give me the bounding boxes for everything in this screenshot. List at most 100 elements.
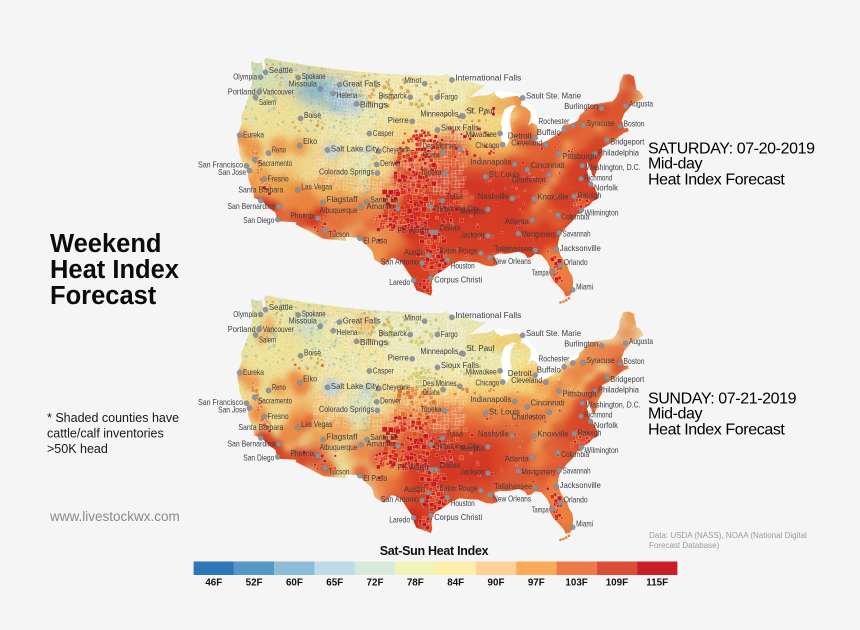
svg-text:Salem: Salem bbox=[259, 97, 276, 107]
svg-text:Charleston: Charleston bbox=[512, 412, 546, 422]
svg-text:Cincinnati: Cincinnati bbox=[531, 160, 565, 170]
svg-text:Oklahoma City: Oklahoma City bbox=[434, 441, 480, 451]
svg-text:cattle/calf inventories: cattle/calf inventories bbox=[47, 427, 164, 441]
svg-text:Forecast: Forecast bbox=[50, 282, 157, 310]
svg-text:Great Falls: Great Falls bbox=[343, 78, 381, 88]
svg-text:San Bernardino: San Bernardino bbox=[227, 201, 275, 211]
svg-text:St. Louis: St. Louis bbox=[489, 407, 520, 417]
svg-text:Nashville: Nashville bbox=[478, 428, 509, 438]
svg-text:Billings: Billings bbox=[360, 337, 388, 347]
svg-text:Richmond: Richmond bbox=[584, 172, 612, 182]
svg-text:Salem: Salem bbox=[259, 334, 276, 344]
svg-text:SATURDAY: 07-20-2019: SATURDAY: 07-20-2019 bbox=[648, 141, 815, 158]
svg-text:Cleveland: Cleveland bbox=[511, 375, 542, 385]
svg-text:Jackson: Jackson bbox=[461, 229, 485, 239]
svg-text:Reno: Reno bbox=[272, 382, 286, 392]
svg-text:Minot: Minot bbox=[404, 313, 422, 323]
svg-text:Indianapolis: Indianapolis bbox=[470, 157, 511, 167]
svg-text:Montgomery: Montgomery bbox=[522, 229, 557, 239]
svg-text:115F: 115F bbox=[646, 578, 668, 589]
svg-text:Jacksonville: Jacksonville bbox=[560, 480, 601, 490]
svg-text:97F: 97F bbox=[528, 578, 545, 589]
svg-text:International Falls: International Falls bbox=[455, 72, 521, 82]
svg-text:Topeka: Topeka bbox=[421, 404, 442, 414]
svg-text:Seattle: Seattle bbox=[269, 65, 293, 75]
svg-text:Atlanta: Atlanta bbox=[505, 216, 529, 226]
svg-text:Las Vegas: Las Vegas bbox=[301, 182, 332, 192]
svg-text:Norfolk: Norfolk bbox=[594, 183, 619, 193]
svg-text:Milwaukee: Milwaukee bbox=[466, 366, 497, 376]
svg-text:78F: 78F bbox=[407, 578, 424, 589]
svg-text:Phoenix: Phoenix bbox=[291, 448, 316, 458]
svg-text:Mid-day: Mid-day bbox=[648, 156, 703, 173]
svg-text:103F: 103F bbox=[565, 578, 587, 589]
svg-text:Memphis: Memphis bbox=[461, 206, 485, 216]
svg-text:Austin: Austin bbox=[404, 484, 425, 494]
svg-text:SUNDAY: 07-21-2019: SUNDAY: 07-21-2019 bbox=[648, 391, 797, 408]
svg-text:Miami: Miami bbox=[576, 281, 593, 291]
svg-text:Santa Barbara: Santa Barbara bbox=[238, 185, 283, 195]
svg-text:Tucson: Tucson bbox=[329, 229, 350, 239]
svg-text:Tulsa: Tulsa bbox=[446, 429, 463, 439]
svg-text:Data: USDA (NASS), NOAA (Natio: Data: USDA (NASS), NOAA (National Digita… bbox=[649, 531, 807, 540]
svg-text:Oklahoma City: Oklahoma City bbox=[434, 204, 480, 214]
svg-text:San Diego: San Diego bbox=[243, 215, 274, 225]
svg-text:Austin: Austin bbox=[404, 247, 425, 257]
svg-text:Vancouver: Vancouver bbox=[263, 324, 294, 334]
svg-text:Sioux Falls: Sioux Falls bbox=[441, 123, 479, 133]
svg-text:Salt Lake City: Salt Lake City bbox=[331, 381, 380, 391]
svg-text:Burlington: Burlington bbox=[564, 338, 598, 348]
svg-text:Sacramento: Sacramento bbox=[258, 396, 292, 406]
svg-text:46F: 46F bbox=[205, 578, 222, 589]
svg-text:Corpus Christi: Corpus Christi bbox=[434, 512, 482, 522]
svg-text:Tampa: Tampa bbox=[532, 267, 549, 277]
svg-text:Santa Fe: Santa Fe bbox=[370, 195, 398, 205]
svg-text:Cincinnati: Cincinnati bbox=[531, 398, 565, 408]
svg-text:Casper: Casper bbox=[373, 128, 394, 138]
svg-text:Tucson: Tucson bbox=[329, 467, 350, 477]
svg-text:San Jose: San Jose bbox=[218, 405, 246, 415]
svg-text:Heat Index: Heat Index bbox=[50, 256, 179, 284]
svg-text:Eureka: Eureka bbox=[243, 130, 264, 140]
svg-text:Missoula: Missoula bbox=[289, 78, 317, 88]
svg-text:Charleston: Charleston bbox=[512, 174, 546, 184]
svg-text:Baton Rouge: Baton Rouge bbox=[440, 246, 478, 256]
svg-text:Seattle: Seattle bbox=[269, 302, 293, 312]
svg-text:Memphis: Memphis bbox=[461, 443, 485, 453]
svg-text:Helena: Helena bbox=[337, 327, 358, 337]
svg-text:Wilmington: Wilmington bbox=[585, 208, 619, 218]
svg-text:Miami: Miami bbox=[576, 519, 593, 529]
svg-text:Amarillo: Amarillo bbox=[367, 438, 395, 448]
svg-text:Chicago: Chicago bbox=[475, 140, 499, 150]
svg-text:65F: 65F bbox=[326, 578, 343, 589]
svg-text:Dallas: Dallas bbox=[440, 223, 461, 233]
svg-text:Corpus Christi: Corpus Christi bbox=[434, 275, 482, 285]
svg-text:Sault Ste. Marie: Sault Ste. Marie bbox=[526, 90, 581, 100]
svg-text:Boston: Boston bbox=[624, 119, 645, 129]
svg-text:Cleveland: Cleveland bbox=[511, 137, 542, 147]
svg-text:Orlando: Orlando bbox=[564, 494, 588, 504]
svg-text:San Francisco: San Francisco bbox=[198, 159, 243, 169]
svg-text:Laredo: Laredo bbox=[389, 277, 410, 287]
svg-text:Reno: Reno bbox=[272, 145, 286, 155]
svg-text:Washington, D.C.: Washington, D.C. bbox=[586, 162, 641, 172]
svg-text:Omaha: Omaha bbox=[423, 387, 440, 397]
svg-text:Dallas: Dallas bbox=[440, 460, 461, 470]
svg-text:Bismarck: Bismarck bbox=[379, 328, 408, 338]
svg-text:Houston: Houston bbox=[451, 261, 475, 271]
svg-text:Forecast Database): Forecast Database) bbox=[649, 541, 720, 550]
svg-text:Casper: Casper bbox=[373, 366, 394, 376]
svg-text:Colorado Springs: Colorado Springs bbox=[319, 404, 374, 414]
svg-text:Mid-day: Mid-day bbox=[648, 406, 703, 423]
svg-text:Savannah: Savannah bbox=[563, 466, 591, 476]
svg-text:Raleigh: Raleigh bbox=[578, 190, 602, 200]
svg-text:Philadelphia: Philadelphia bbox=[598, 147, 639, 157]
svg-text:San Bernardino: San Bernardino bbox=[227, 439, 275, 449]
svg-text:San Antonio: San Antonio bbox=[381, 257, 419, 267]
svg-text:Philadelphia: Philadelphia bbox=[598, 385, 639, 395]
svg-text:Syracuse: Syracuse bbox=[587, 355, 615, 365]
svg-text:Albuquerque: Albuquerque bbox=[320, 442, 358, 452]
svg-text:Des Moines: Des Moines bbox=[423, 378, 457, 388]
svg-text:Cheyenne: Cheyenne bbox=[382, 382, 410, 392]
svg-text:Syracuse: Syracuse bbox=[587, 118, 615, 128]
